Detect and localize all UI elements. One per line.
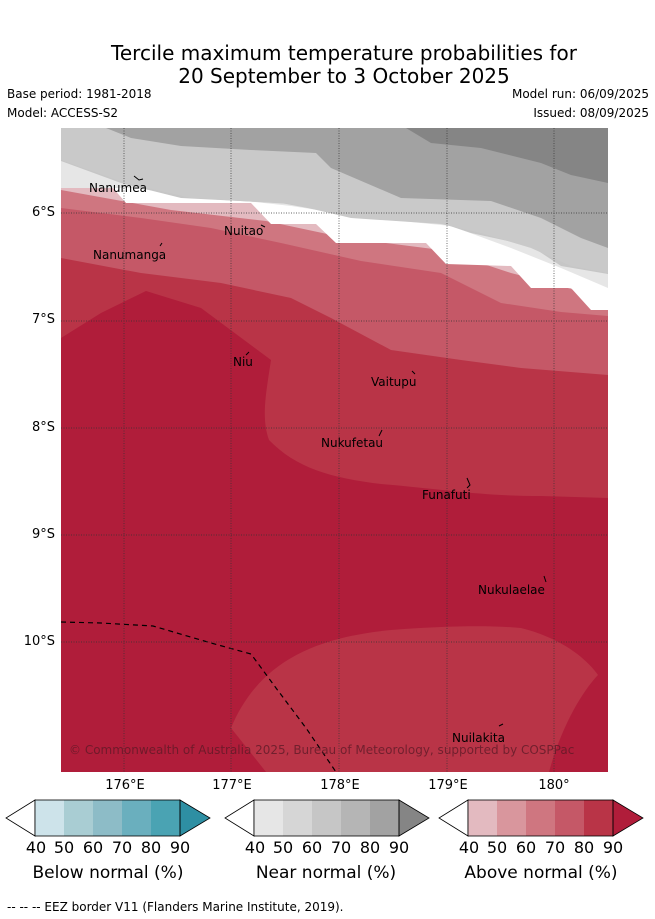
- place-label-funafuti: Funafuti: [422, 488, 471, 502]
- colorbar-below-normal: [5, 799, 211, 837]
- colorbar-title-above-normal: Above normal (%): [464, 863, 618, 883]
- near-normal-70-band: [106, 128, 608, 248]
- colorbar-segment-70: [341, 800, 370, 836]
- lon-label-176e: 176°E: [105, 778, 145, 793]
- colorbar-segment-80: [584, 800, 613, 836]
- base-period: Base period: 1981-2018: [7, 87, 152, 101]
- map-title-line-2: 20 September to 3 October 2025: [178, 64, 510, 88]
- colorbar-segment-above-90: [398, 799, 430, 837]
- place-label-nuitao: Nuitao: [224, 224, 263, 238]
- model-name: Model: ACCESS-S2: [7, 106, 119, 120]
- eez-border-legend: -- -- -- EEZ border V11 (Flanders Marine…: [7, 900, 344, 914]
- copyright-notice: © Commonwealth of Australia 2025, Bureau…: [69, 743, 574, 757]
- issued-date: Issued: 08/09/2025: [533, 106, 649, 120]
- colorbar-segment-60: [526, 800, 555, 836]
- colorbar-outline: [34, 799, 181, 837]
- graticule: [61, 128, 608, 772]
- colorbar-segment-below-40: [5, 799, 36, 837]
- colorbar-segment-above-90: [612, 799, 644, 837]
- place-label-nanumea: Nanumea: [89, 181, 147, 195]
- colorbar-segment-40: [254, 800, 283, 836]
- colorbar-segment-50: [283, 800, 312, 836]
- lat-label-9s: 9°S: [31, 527, 55, 542]
- colorbar-segment-80: [151, 800, 180, 836]
- near-normal-80-band: [406, 128, 608, 183]
- colorbar-above-normal: [438, 799, 644, 837]
- above-normal-80-zone-south: [231, 626, 598, 772]
- lon-label-178e: 178°E: [320, 778, 360, 793]
- colorbar-segment-70: [555, 800, 584, 836]
- island-coastlines: [133, 175, 547, 727]
- lat-label-8s: 8°S: [31, 420, 55, 435]
- place-label-nukulaelae: Nukulaelae: [478, 583, 545, 597]
- colorbar-title-near-normal: Near normal (%): [255, 863, 397, 883]
- probability-map: Nanumea Nuitao Nanumanga Niu Vaitupu Nuk…: [61, 128, 608, 772]
- colorbar-segment-60: [93, 800, 122, 836]
- colorbar-segment-below-40: [438, 799, 469, 837]
- colorbar-near-normal: [224, 799, 430, 837]
- colorbar-title-below-normal: Below normal (%): [32, 863, 184, 883]
- colorbar-segment-40: [468, 800, 497, 836]
- colorbar-segment-60: [312, 800, 341, 836]
- lat-label-10s: 10°S: [23, 634, 55, 649]
- colorbar-segment-40: [35, 800, 64, 836]
- colorbar-segment-above-90: [179, 799, 211, 837]
- colorbar-segment-50: [64, 800, 93, 836]
- lat-label-6s: 6°S: [31, 205, 55, 220]
- place-label-nuilakita: Nuilakita: [452, 731, 505, 745]
- place-label-niu: Niu: [233, 355, 253, 369]
- lon-label-180: 180°: [538, 778, 570, 793]
- place-label-vaitupu: Vaitupu: [371, 375, 417, 389]
- colorbar-segment-below-40: [224, 799, 255, 837]
- colorbar-outline: [467, 799, 614, 837]
- lon-label-177e: 177°E: [212, 778, 252, 793]
- lat-label-7s: 7°S: [31, 312, 55, 327]
- place-label-nukufetau: Nukufetau: [321, 436, 383, 450]
- colorbar-segment-80: [370, 800, 399, 836]
- map-title-line-1: Tercile maximum temperature probabilitie…: [111, 41, 577, 65]
- model-run-date: Model run: 06/09/2025: [511, 87, 649, 101]
- colorbar-segment-70: [122, 800, 151, 836]
- place-label-nanumanga: Nanumanga: [93, 248, 166, 262]
- lon-label-179e: 179°E: [428, 778, 468, 793]
- colorbar-outline: [253, 799, 400, 837]
- colorbar-segment-50: [497, 800, 526, 836]
